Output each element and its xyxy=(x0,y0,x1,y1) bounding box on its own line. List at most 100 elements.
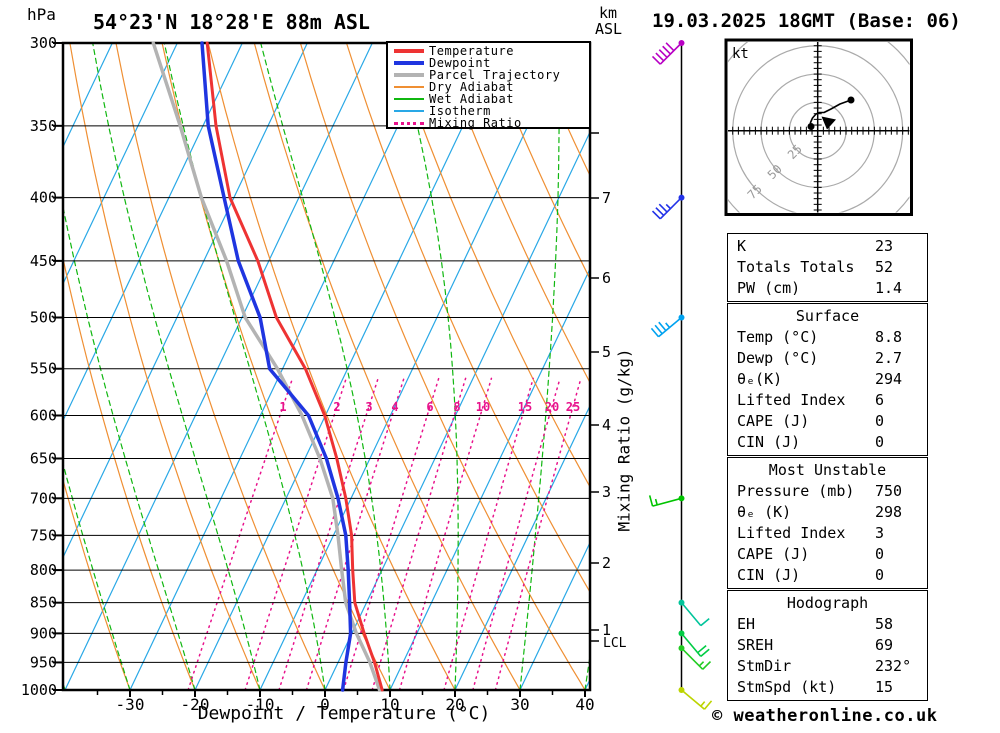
isotherm-line xyxy=(63,43,178,286)
temp-tick-label: -10 xyxy=(246,695,275,714)
table-title: Surface xyxy=(795,307,860,325)
legend-box: Temperature Dewpoint Parcel Trajectory Dry … xyxy=(386,41,591,129)
mixing-ratio-value: 4 xyxy=(391,400,398,414)
mixing-ratio-line xyxy=(244,377,347,690)
isotherm-line xyxy=(454,404,590,690)
legend-item: Dry Adiabat xyxy=(388,81,589,93)
km-tick-label: 7 xyxy=(602,189,611,207)
row-label: Dewp (°C) xyxy=(737,349,819,367)
mixing-ratio-value: 6 xyxy=(426,400,433,414)
row-label: Pressure (mb) xyxy=(737,482,855,500)
hodograph-trace-dot xyxy=(807,123,815,130)
row-value: 58 xyxy=(875,615,894,633)
row-label: θₑ (K) xyxy=(737,503,792,521)
row-label: SREH xyxy=(737,636,774,654)
mixing-ratio-value: 10 xyxy=(476,400,490,414)
row-label: PW (cm) xyxy=(737,279,801,297)
hodograph-unit-label: kt xyxy=(732,46,749,62)
mixing-ratio-value: 2 xyxy=(333,400,340,414)
row-label: CAPE (J) xyxy=(737,412,810,430)
row-value: 15 xyxy=(875,678,894,696)
km-tick-label: 3 xyxy=(602,483,611,501)
km-tick-label: 6 xyxy=(602,269,611,287)
table-surface: Surface Temp (°C) 8.8 Dewp (°C) 2.7 θₑ(K) 294 L… xyxy=(727,303,928,456)
mixing-ratio-labels: 1 2 3 4 6 8 10 15 20 25 xyxy=(279,400,580,414)
wet-adiabat-line xyxy=(63,204,196,690)
pressure-tick-label: 700 xyxy=(30,489,57,507)
row-label: CIN (J) xyxy=(737,433,801,451)
wet-adiabat-line xyxy=(92,43,261,690)
mixing-ratio-axis-label: Mixing Ratio (g/kg) xyxy=(614,348,634,532)
table-row: Dewp (°C) 2.7 xyxy=(728,348,927,369)
table-row: Totals Totals 52 xyxy=(728,257,927,278)
table-row: Pressure (mb) 750 xyxy=(728,481,927,502)
pressure-tick-label: 350 xyxy=(30,117,57,135)
table-hodograph: Hodograph EH 58 SREH 69 StmDir 232° StmSpd (kt)… xyxy=(727,590,928,701)
pressure-tick-label: 850 xyxy=(30,594,57,612)
isotherms-group xyxy=(63,43,590,690)
wind-barb xyxy=(650,314,685,338)
table-indices: K 23 Totals Totals 52 PW (cm) 1.4 xyxy=(727,233,928,302)
pressure-tick-label: 600 xyxy=(30,406,57,424)
row-label: StmSpd (kt) xyxy=(737,678,837,696)
wind-barb-station-dot xyxy=(678,599,685,606)
mixing-ratio-value: 8 xyxy=(453,400,460,414)
indices-tables: K 23 Totals Totals 52 PW (cm) 1.4 Surface Temp… xyxy=(727,232,928,701)
row-label: Lifted Index xyxy=(737,524,846,542)
row-label: Lifted Index xyxy=(737,391,846,409)
run-date-label: 19.03.2025 18GMT (Base: 06) xyxy=(652,10,961,32)
mixing-ratio-value: 1 xyxy=(279,400,286,414)
isotherm-line xyxy=(64,43,373,690)
km-tick-label: 1 xyxy=(602,621,611,639)
legend-key-line xyxy=(394,86,424,88)
table-row: SREH 69 xyxy=(728,635,927,656)
temp-tick-label: -20 xyxy=(181,695,210,714)
wind-barb xyxy=(651,194,685,220)
row-value: 0 xyxy=(875,412,885,430)
legend-item-label: Dry Adiabat xyxy=(429,80,514,94)
table-row: PW (cm) 1.4 xyxy=(728,278,927,299)
row-label: K xyxy=(737,237,747,255)
row-label: EH xyxy=(737,615,756,633)
row-label: Temp (°C) xyxy=(737,328,819,346)
legend-item-label: Wet Adiabat xyxy=(429,92,514,106)
legend-item-label: Temperature xyxy=(429,44,514,58)
mixing-ratio-value: 25 xyxy=(566,400,580,414)
mixing-ratio-line xyxy=(187,377,294,690)
pressure-tick-label: 500 xyxy=(30,309,57,327)
table-row: StmSpd (kt) 15 xyxy=(728,677,927,698)
dry-adiabat-line xyxy=(438,43,590,384)
km-axis-label: km xyxy=(599,4,618,22)
legend-item: Mixing Ratio xyxy=(388,117,589,129)
table-row: CIN (J) 0 xyxy=(728,565,927,586)
wind-barb-station-dot xyxy=(678,40,685,46)
wind-barb-station-dot xyxy=(678,495,685,502)
wind-barb xyxy=(678,599,710,627)
row-label: Totals Totals xyxy=(737,258,855,276)
table-row: Temp (°C) 8.8 xyxy=(728,327,927,348)
legend-item: Dewpoint xyxy=(388,57,589,69)
mixing-ratio-value: 20 xyxy=(545,400,559,414)
table-title: Most Unstable xyxy=(768,461,887,479)
temperature-axis-label: Dewpoint / Temperature (°C) xyxy=(197,703,491,724)
storm-motion-marker xyxy=(821,116,836,130)
asl-axis-label: ASL xyxy=(595,20,623,38)
row-value: 294 xyxy=(875,370,903,388)
km-axis-group: 1 2 3 4 5 6 7 LCL xyxy=(590,132,627,651)
pressure-tick-label: 650 xyxy=(30,450,57,468)
row-value: 0 xyxy=(875,433,885,451)
legend-item-label: Dewpoint xyxy=(429,56,491,70)
km-tick-label: 2 xyxy=(602,554,611,572)
legend-key-line xyxy=(394,110,424,112)
km-tick-label: 4 xyxy=(602,416,611,434)
legend-item: Wet Adiabat xyxy=(388,93,589,105)
wet-adiabat-line xyxy=(519,43,560,690)
mixing-ratio-value: 3 xyxy=(365,400,372,414)
pressure-tick-label: 450 xyxy=(30,252,57,270)
hodograph-border xyxy=(724,38,913,216)
mixing-ratio-line xyxy=(494,377,582,690)
wind-barb xyxy=(678,687,713,710)
isotherm-line xyxy=(129,43,438,690)
table-row: Lifted Index 6 xyxy=(728,390,927,411)
wind-barb-station-dot xyxy=(678,687,685,693)
